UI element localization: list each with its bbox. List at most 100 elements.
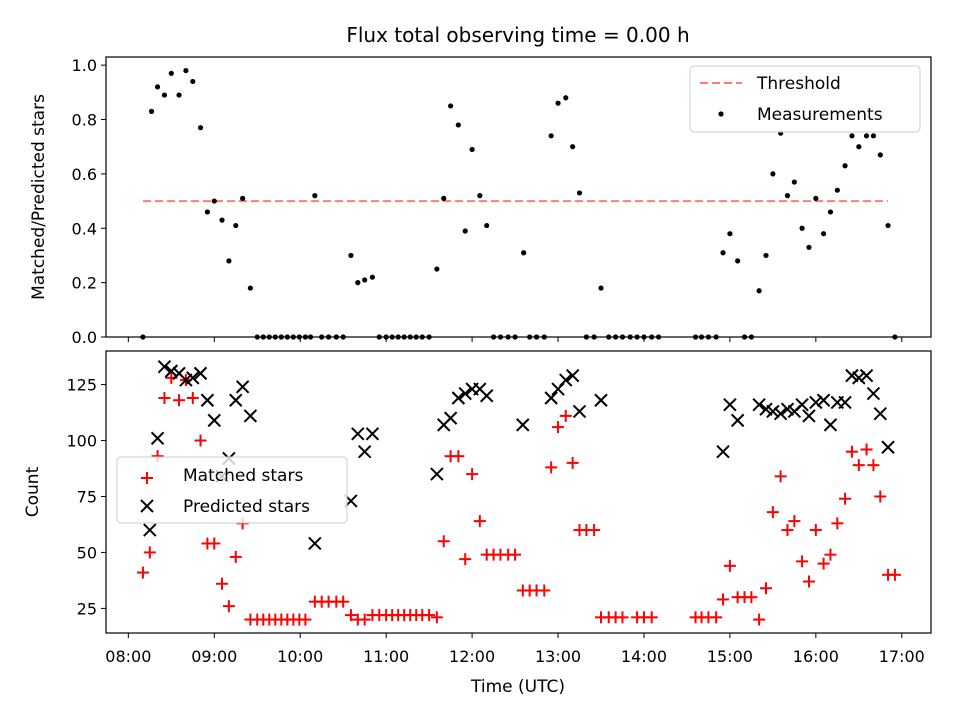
measurement-point xyxy=(211,198,217,204)
predicted-star-point xyxy=(752,398,766,412)
measurement-point xyxy=(204,209,211,215)
measurement-point xyxy=(154,84,161,90)
matched-legend-label: Matched stars xyxy=(183,466,303,486)
matched-star-point xyxy=(831,517,844,530)
predicted-star-point xyxy=(207,413,221,428)
x-tick-label: 11:00 xyxy=(363,647,409,666)
matched-star-point xyxy=(809,524,822,537)
predicted-star-point xyxy=(795,398,809,412)
bottom-legend: Matched stars Predicted stars xyxy=(116,456,348,524)
matched-star-point xyxy=(229,550,242,563)
measurement-point xyxy=(756,288,762,294)
matched-star-point xyxy=(186,392,199,404)
predicted-star-point xyxy=(852,371,866,385)
measurement-point xyxy=(720,250,726,256)
bottom-y-tick-label: 125 xyxy=(66,376,97,395)
matched-legend-swatch xyxy=(141,472,153,484)
measurement-point xyxy=(240,195,246,201)
predicted-star-point xyxy=(200,393,215,407)
predicted-star-point xyxy=(559,373,573,387)
predicted-star-point xyxy=(365,427,380,441)
matched-star-point xyxy=(337,595,350,608)
threshold-legend-label: Threshold xyxy=(756,74,841,94)
measurement-point xyxy=(521,250,527,256)
measurement-point xyxy=(870,133,877,139)
predicted-star-point xyxy=(773,406,788,421)
predicted-star-point xyxy=(357,445,372,459)
matched-star-point xyxy=(430,611,443,624)
matched-star-point xyxy=(802,575,815,588)
measurements-legend-label: Measurements xyxy=(757,105,883,125)
x-tick-label: 12:00 xyxy=(449,647,495,666)
matched-star-point xyxy=(723,559,736,572)
x-axis-label: Time (UTC) xyxy=(470,677,565,697)
measurement-point xyxy=(219,217,225,223)
matched-star-point xyxy=(466,468,479,481)
matched-star-point xyxy=(158,392,171,404)
matched-star-point xyxy=(645,611,658,624)
measurement-point xyxy=(197,125,204,131)
matched-star-point xyxy=(845,445,858,458)
predicted-star-point xyxy=(881,440,895,454)
predicted-star-point xyxy=(866,386,881,401)
top-y-axis-label: Matched/Predicted stars xyxy=(29,94,49,300)
measurement-point xyxy=(555,100,561,106)
predicted-star-point xyxy=(572,404,587,419)
x-tick-label: 15:00 xyxy=(707,647,753,666)
matched-star-point xyxy=(766,506,779,519)
predicted-star-point xyxy=(157,359,172,374)
matched-star-point xyxy=(860,443,873,456)
matched-star-point xyxy=(208,537,221,550)
measurement-point xyxy=(877,152,883,158)
measurement-point xyxy=(369,274,376,280)
bottom-legend-box xyxy=(116,456,348,524)
matched-star-point xyxy=(344,609,357,622)
matched-star-point xyxy=(717,593,730,606)
predicted-star-point xyxy=(443,411,458,425)
matched-star-point xyxy=(852,459,865,472)
predicted-star-point xyxy=(516,418,530,432)
matched-star-point xyxy=(745,591,758,604)
top-y-axis: 0.0 0.2 0.4 0.6 0.8 1.0 xyxy=(72,56,106,347)
matched-star-point xyxy=(452,450,465,463)
predicted-star-point xyxy=(243,409,258,423)
measurement-point xyxy=(247,285,253,291)
matched-star-point xyxy=(781,524,794,537)
bottom-x-axis: 08:00 09:00 10:00 11:00 12:00 13:00 14:00 15:00… xyxy=(105,633,925,666)
measurement-point xyxy=(598,285,604,291)
matched-star-point xyxy=(839,492,852,505)
predicted-star-point xyxy=(308,536,322,551)
top-axes-frame xyxy=(105,56,932,338)
predicted-star-point xyxy=(565,368,580,383)
measurement-point xyxy=(477,193,483,199)
predicted-star-point xyxy=(730,413,745,428)
matched-star-point xyxy=(774,470,787,483)
measurement-point xyxy=(570,144,576,150)
matched-star-point xyxy=(473,515,486,528)
measurement-point xyxy=(820,231,827,237)
predicted-star-point xyxy=(164,364,179,378)
measurement-point xyxy=(563,95,569,101)
predicted-star-point xyxy=(479,389,494,403)
matched-star-point xyxy=(788,515,801,528)
predicted-star-point xyxy=(802,409,816,423)
predicted-star-point xyxy=(235,380,250,394)
predicted-star-point xyxy=(430,467,444,481)
predicted-star-point xyxy=(816,393,831,407)
predicted-star-point xyxy=(838,395,852,410)
measurement-point xyxy=(434,266,440,272)
top-y-tick-label: 0.0 xyxy=(72,328,97,347)
x-tick-label: 16:00 xyxy=(793,647,839,666)
bottom-y-axis-label: Count xyxy=(23,466,43,517)
bottom-y-tick-label: 25 xyxy=(77,599,97,618)
matched-star-point xyxy=(545,461,558,474)
predicted-star-point xyxy=(809,395,823,410)
matched-star-point xyxy=(358,613,371,626)
measurement-point xyxy=(849,133,855,139)
predicted-legend-label: Predicted stars xyxy=(183,497,310,517)
predicted-star-point xyxy=(150,431,165,445)
matched-star-point xyxy=(509,548,522,561)
measurement-point xyxy=(827,209,834,215)
measurement-point xyxy=(791,179,797,185)
measurement-point xyxy=(799,225,805,231)
